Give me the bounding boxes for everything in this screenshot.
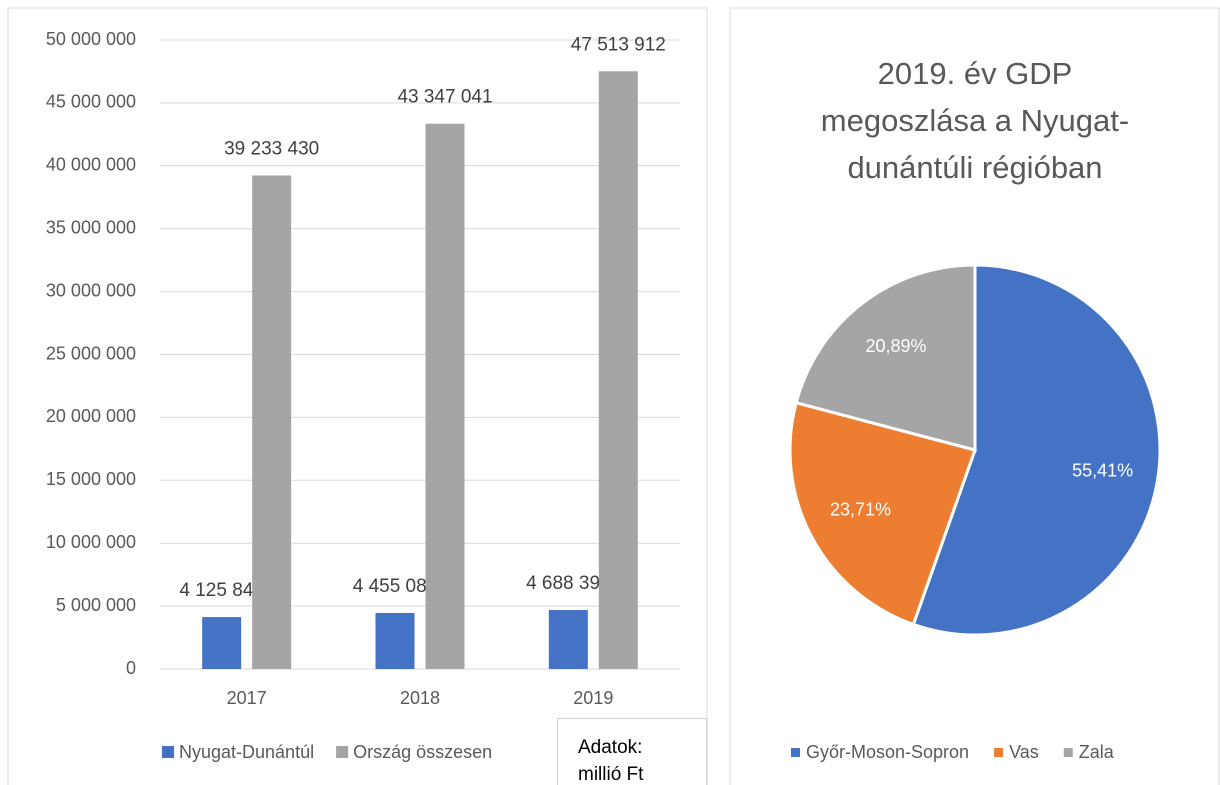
legend-label: Nyugat-Dunántúl <box>179 742 314 762</box>
y-tick-label: 5 000 000 <box>56 595 136 615</box>
y-tick-label: 15 000 000 <box>46 469 136 489</box>
data-label: 20,89% <box>865 336 926 356</box>
data-label: 4 125 848 <box>179 580 264 601</box>
legend-swatch <box>336 746 349 758</box>
y-tick-label: 25 000 000 <box>46 343 136 363</box>
pie-title: 2019. év GDP megoszlása a Nyugat-dunántú… <box>820 56 1130 185</box>
y-tick-label: 50 000 000 <box>46 29 136 49</box>
bar <box>425 123 465 670</box>
pie-panel <box>729 7 1220 785</box>
bar <box>375 612 415 669</box>
data-label: 43 347 041 <box>397 87 492 108</box>
pie-slice <box>788 400 977 627</box>
data-label: 47 513 912 <box>571 34 666 55</box>
legend-label: Zala <box>1079 742 1115 762</box>
legend-swatch <box>791 748 800 757</box>
bar <box>202 617 242 669</box>
data-label: 23,71% <box>830 499 891 519</box>
legend-swatch <box>1063 748 1073 757</box>
y-tick-label: 10 000 000 <box>46 532 136 552</box>
y-tick-label: 30 000 000 <box>46 280 136 300</box>
legend-label: Vas <box>1009 742 1039 762</box>
bar <box>598 71 638 670</box>
data-label: 4 688 396 <box>526 573 611 594</box>
bar <box>252 175 292 669</box>
legend-label: Győr-Moson-Sopron <box>806 742 969 762</box>
legend-swatch <box>994 748 1004 757</box>
y-tick-label: 35 000 000 <box>46 217 136 237</box>
x-tick-label: 2018 <box>400 688 440 708</box>
data-label: 39 233 430 <box>224 138 319 159</box>
annotation-box: Adatok: millió Ft <box>557 718 707 785</box>
legend-label: Ország összesen <box>353 742 492 762</box>
x-tick-label: 2017 <box>227 688 267 708</box>
legend-swatch <box>162 746 174 758</box>
y-tick-label: 40 000 000 <box>46 155 136 175</box>
y-tick-label: 0 <box>126 658 136 678</box>
x-tick-label: 2019 <box>573 688 613 708</box>
bar-panel <box>7 7 708 785</box>
pie-slice <box>794 263 977 452</box>
data-label: 55,41% <box>1072 461 1133 481</box>
y-tick-label: 45 000 000 <box>46 92 136 112</box>
data-label: 4 455 080 <box>353 576 438 597</box>
annotation: Adatok: millió Ft <box>578 737 644 785</box>
y-tick-label: 20 000 000 <box>46 406 136 426</box>
bar <box>548 610 588 669</box>
